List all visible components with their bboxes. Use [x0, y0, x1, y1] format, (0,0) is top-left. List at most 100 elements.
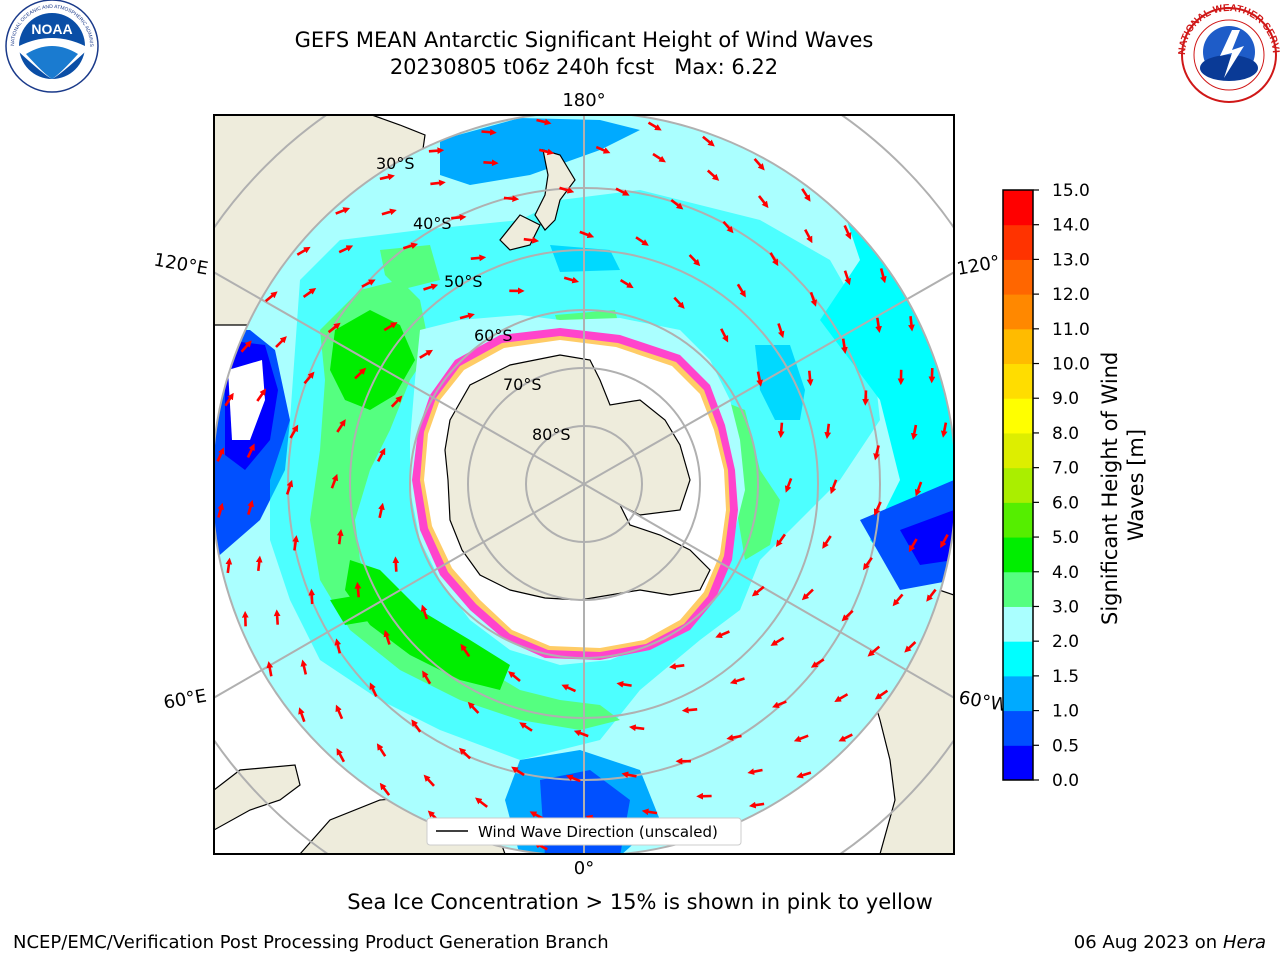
wind-wave-arrow — [621, 771, 637, 779]
wind-wave-arrow — [523, 236, 540, 244]
lon-label-right-upper: 120° — [955, 252, 1001, 280]
wind-wave-arrow — [838, 733, 853, 742]
wind-wave-arrow — [217, 502, 225, 518]
sea-ice-note: Sea Ice Concentration > 15% is shown in … — [347, 890, 933, 914]
wind-wave-arrow — [423, 774, 435, 787]
wind-wave-arrow — [875, 317, 882, 334]
wind-wave-arrow — [628, 724, 645, 732]
wind-wave-arrow — [615, 187, 630, 196]
wind-wave-arrow — [873, 501, 882, 516]
wind-wave-arrow — [216, 447, 225, 462]
wind-wave-arrow — [275, 336, 287, 348]
colorbar-tick-label: 13.0 — [1052, 250, 1090, 270]
wind-wave-arrow — [769, 252, 779, 267]
wind-wave-arrow — [563, 276, 580, 284]
wind-wave-arrow — [904, 641, 917, 653]
wind-wave-arrow — [706, 169, 720, 181]
wind-wave-arrow — [475, 797, 488, 808]
colorbar-segment — [1003, 502, 1033, 538]
wind-wave-arrow — [841, 338, 848, 354]
wind-wave-arrow — [247, 499, 254, 515]
lat-labels: 30°S 40°S 50°S 60°S 70°S 80°S — [376, 154, 571, 444]
wind-wave-arrow — [411, 719, 422, 733]
footer-credit: NCEP/EMC/Verification Post Processing Pr… — [13, 932, 609, 953]
colorbar-tick-label: 14.0 — [1052, 216, 1090, 236]
wind-wave-arrow — [538, 148, 555, 156]
wind-wave-arrow — [729, 677, 745, 685]
colorbar-tick-label: 10.0 — [1052, 355, 1090, 375]
wind-wave-arrow — [822, 535, 832, 549]
colorbar-tick-label: 0.5 — [1052, 736, 1079, 756]
wind-wave-arrow — [777, 422, 785, 439]
colorbar-tick-label: 2.0 — [1052, 632, 1079, 652]
colorbar-segment — [1003, 432, 1033, 469]
wind-wave-arrow — [224, 392, 234, 407]
colorbar-frame — [1002, 189, 1034, 781]
wind-wave-arrow — [635, 236, 649, 246]
wind-wave-arrow — [302, 288, 317, 298]
wind-wave-arrow — [330, 473, 339, 489]
colorbar-label: Significant Height of Wind Waves [m] — [1098, 345, 1148, 625]
wind-wave-arrow — [579, 230, 595, 239]
wind-wave-arrow — [240, 340, 252, 353]
wind-wave-arrow — [772, 700, 787, 708]
legend-label: Wind Wave Direction (unscaled) — [478, 823, 718, 841]
wind-wave-arrow — [647, 121, 662, 131]
wind-wave-arrow — [354, 367, 367, 380]
lon-label-left-lower: 60°E — [162, 685, 208, 713]
wind-wave-arrow — [559, 186, 575, 194]
wind-wave-arrow — [338, 245, 354, 254]
wind-wave-arrow — [460, 643, 471, 658]
wind-wave-arrow — [616, 680, 632, 688]
chart-title: GEFS MEAN Antarctic Significant Height o… — [294, 28, 874, 52]
colorbar-tick-label: 3.0 — [1052, 597, 1079, 617]
wind-wave-arrow — [296, 246, 311, 256]
wind-wave-arrow — [720, 328, 729, 343]
wind-wave-arrow — [327, 322, 341, 334]
colorbar-tick-label: 6.0 — [1052, 493, 1079, 513]
footer-date: 06 Aug 2023 on Hera — [1074, 932, 1266, 953]
wind-wave-arrow — [793, 734, 809, 742]
wind-wave-arrow — [420, 604, 429, 620]
wind-wave-arrow — [422, 670, 432, 685]
wind-wave-arrow — [428, 147, 445, 155]
colorbar-segment — [1003, 537, 1033, 573]
wind-wave-arrow — [256, 388, 267, 402]
wind-wave-arrow — [726, 734, 742, 741]
wind-wave-arrow — [801, 588, 814, 601]
wind-wave-arrow — [747, 768, 763, 775]
wind-wave-arrow — [379, 782, 391, 796]
lat-label-60: 60°S — [474, 326, 513, 345]
wind-wave-arrow — [335, 207, 351, 215]
wind-wave-arrow — [511, 766, 525, 777]
lat-label-50: 50°S — [444, 272, 483, 291]
wind-wave-arrow — [390, 395, 403, 408]
wind-wave-arrow — [383, 629, 391, 645]
wind-wave-arrow — [467, 701, 480, 714]
wind-wave-arrow — [419, 349, 434, 359]
wind-wave-arrow — [862, 556, 873, 571]
wind-wave-arrow — [255, 555, 263, 572]
lon-label-top: 180° — [562, 90, 605, 111]
wind-wave-arrow — [940, 533, 949, 549]
map-legend: Wind Wave Direction (unscaled) — [426, 817, 742, 846]
wind-wave-arrow — [336, 528, 344, 545]
wind-wave-arrow — [702, 135, 715, 147]
colorbar-segment — [1003, 328, 1033, 365]
wind-wave-arrow — [908, 316, 915, 332]
wind-wave-arrow — [715, 630, 730, 638]
footer-date-text: 06 Aug 2023 on — [1073, 932, 1218, 953]
wind-wave-arrow — [673, 296, 685, 309]
wind-wave-arrow — [369, 682, 378, 697]
wind-wave-arrow — [757, 195, 769, 209]
svg-text:NATIONAL WEATHER SERVICE: NATIONAL WEATHER SERVICE — [0, 0, 1280, 55]
wind-wave-arrow — [376, 743, 387, 757]
wind-wave-arrow — [928, 368, 936, 384]
colorbar-tick-label: 7.0 — [1052, 459, 1079, 479]
colorbar-tick-label: 12.0 — [1052, 285, 1090, 305]
colorbar-tick-label: 0.0 — [1052, 771, 1079, 791]
wind-wave-arrow — [266, 661, 274, 677]
wind-wave-arrow — [940, 422, 948, 438]
colorbar-tick-label: 9.0 — [1052, 389, 1079, 409]
